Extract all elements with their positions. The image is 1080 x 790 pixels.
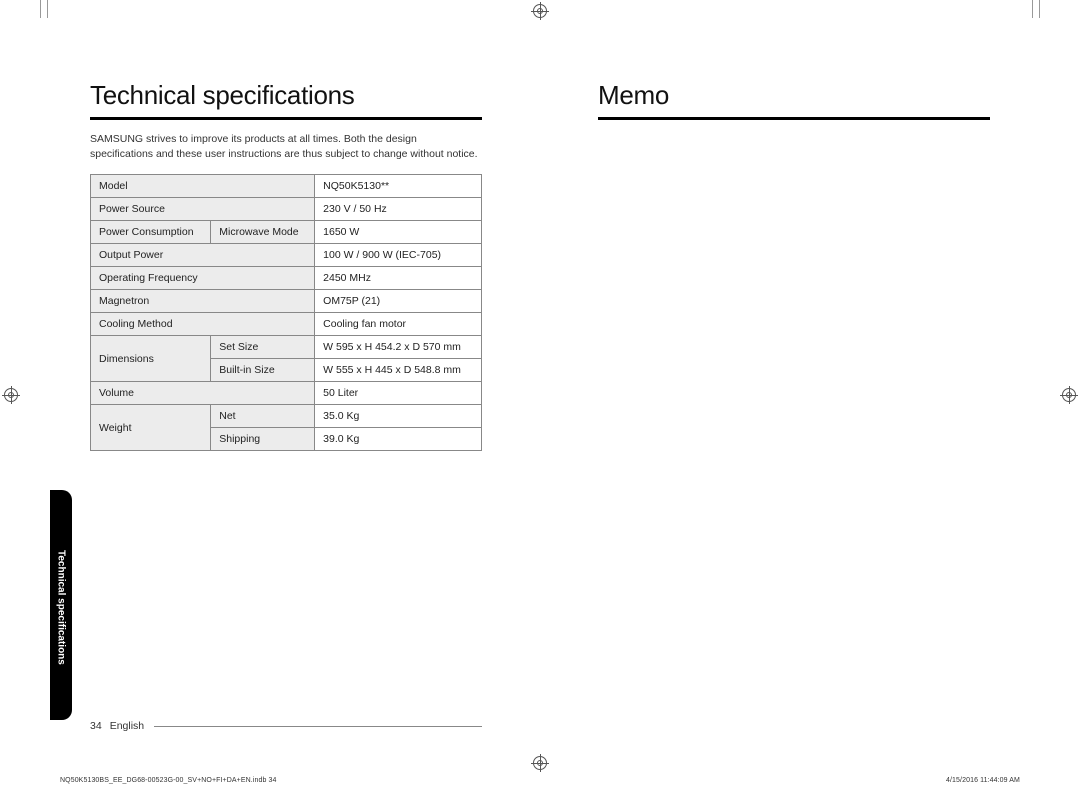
spec-label: Operating Frequency: [91, 267, 315, 290]
spec-table: ModelNQ50K5130**Power Source230 V / 50 H…: [90, 174, 482, 451]
registration-mark-icon: [1062, 388, 1076, 402]
spec-value: 230 V / 50 Hz: [315, 198, 482, 221]
spec-value: W 555 x H 445 x D 548.8 mm: [315, 359, 482, 382]
spec-label: Volume: [91, 382, 315, 405]
spec-label: Power Source: [91, 198, 315, 221]
title-rule: [90, 117, 482, 120]
footer-rule: [154, 726, 482, 727]
page-title: Technical specifications: [90, 80, 482, 111]
crop-mark: [1032, 0, 1033, 18]
table-row: Output Power100 W / 900 W (IEC-705): [91, 244, 482, 267]
intro-text: SAMSUNG strives to improve its products …: [90, 132, 482, 162]
crop-mark: [1039, 0, 1040, 18]
spec-value: 1650 W: [315, 221, 482, 244]
spec-label: Model: [91, 175, 315, 198]
table-row: MagnetronOM75P (21): [91, 290, 482, 313]
table-row: Cooling MethodCooling fan motor: [91, 313, 482, 336]
spec-label: Magnetron: [91, 290, 315, 313]
spec-label: Dimensions: [91, 336, 211, 382]
spec-value: OM75P (21): [315, 290, 482, 313]
spec-value: NQ50K5130**: [315, 175, 482, 198]
section-tab: Technical specifications: [50, 490, 72, 720]
crop-mark: [40, 0, 41, 18]
table-row: DimensionsSet SizeW 595 x H 454.2 x D 57…: [91, 336, 482, 359]
spec-label: Cooling Method: [91, 313, 315, 336]
spec-label: Weight: [91, 405, 211, 451]
spec-value: 100 W / 900 W (IEC-705): [315, 244, 482, 267]
spec-sublabel: Built-in Size: [211, 359, 315, 382]
spec-label: Output Power: [91, 244, 315, 267]
spec-sublabel: Net: [211, 405, 315, 428]
print-imprint: NQ50K5130BS_EE_DG68-00523G-00_SV+NO+FI+D…: [60, 777, 1020, 784]
table-row: Volume50 Liter: [91, 382, 482, 405]
spec-sublabel: Microwave Mode: [211, 221, 315, 244]
table-row: ModelNQ50K5130**: [91, 175, 482, 198]
imprint-timestamp: 4/15/2016 11:44:09 AM: [946, 777, 1020, 784]
spec-value: 2450 MHz: [315, 267, 482, 290]
crop-mark: [47, 0, 48, 18]
table-row: Power Source230 V / 50 Hz: [91, 198, 482, 221]
spec-sublabel: Set Size: [211, 336, 315, 359]
right-page: Memo: [558, 30, 1030, 760]
page-number: 34: [90, 720, 102, 732]
spec-value: Cooling fan motor: [315, 313, 482, 336]
page-language: English: [110, 720, 144, 732]
registration-mark-icon: [4, 388, 18, 402]
page-spread: Technical specifications Technical speci…: [50, 30, 1030, 760]
section-tab-label: Technical specifications: [56, 550, 67, 665]
spec-value: 35.0 Kg: [315, 405, 482, 428]
table-row: WeightNet35.0 Kg: [91, 405, 482, 428]
page-footer: 34 English: [90, 720, 482, 732]
left-page: Technical specifications Technical speci…: [50, 30, 522, 760]
table-row: Operating Frequency2450 MHz: [91, 267, 482, 290]
spec-label: Power Consumption: [91, 221, 211, 244]
spec-value: 50 Liter: [315, 382, 482, 405]
registration-mark-icon: [533, 4, 547, 18]
imprint-filename: NQ50K5130BS_EE_DG68-00523G-00_SV+NO+FI+D…: [60, 777, 277, 784]
spec-sublabel: Shipping: [211, 428, 315, 451]
spec-value: 39.0 Kg: [315, 428, 482, 451]
page-title: Memo: [598, 80, 990, 111]
table-row: Power ConsumptionMicrowave Mode1650 W: [91, 221, 482, 244]
title-rule: [598, 117, 990, 120]
spec-value: W 595 x H 454.2 x D 570 mm: [315, 336, 482, 359]
